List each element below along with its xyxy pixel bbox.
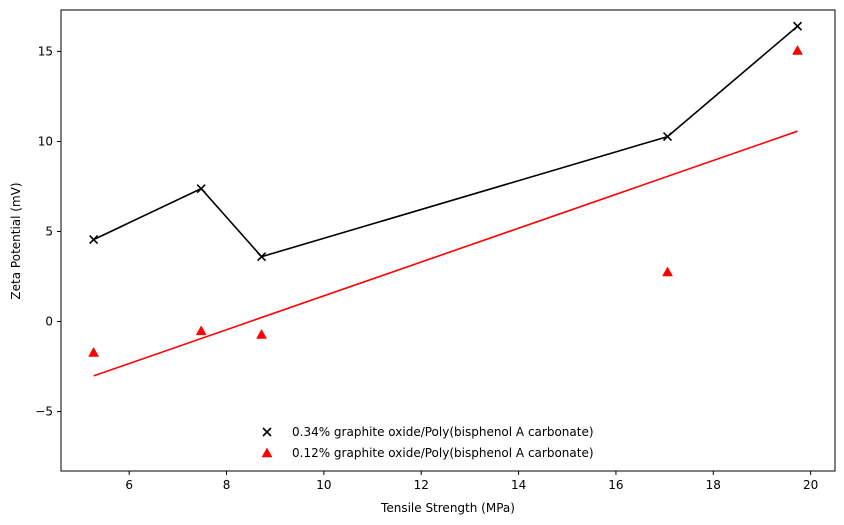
x-tick-label: 12 (414, 478, 429, 492)
plot-area (61, 10, 835, 471)
x-tick-label: 10 (316, 478, 331, 492)
x-tick-label: 20 (803, 478, 818, 492)
x-tick-label: 8 (223, 478, 231, 492)
x-axis-ticks: 6 8 10 12 14 16 18 20 (125, 471, 818, 492)
series-1-point (792, 21, 803, 31)
series-2-point (88, 346, 100, 357)
series-1-point (662, 132, 673, 142)
legend-marker-1 (262, 427, 272, 437)
series-1-point (196, 184, 206, 194)
y-tick-label: 0 (45, 315, 53, 329)
series-2-point (662, 266, 673, 277)
series-1-point (256, 252, 267, 262)
series-markers (88, 21, 803, 357)
legend-marker-2 (261, 447, 273, 458)
y-tick-label: 15 (38, 44, 53, 58)
x-tick-label: 6 (125, 478, 133, 492)
legend: 0.34% graphite oxide/Poly(bisphenol A ca… (261, 425, 594, 460)
y-tick-label: −5 (35, 405, 53, 419)
y-axis-label: Zeta Potential (mV) (9, 182, 23, 299)
series-1-point (89, 235, 99, 245)
x-tick-label: 14 (511, 478, 526, 492)
x-tick-label: 18 (706, 478, 721, 492)
y-axis-ticks: −5 0 5 10 15 (35, 44, 61, 419)
plot-frame (60, 9, 836, 472)
series-2-point (256, 328, 267, 339)
y-tick-label: 5 (45, 224, 53, 238)
y-tick-label: 10 (38, 134, 53, 148)
series-2-point (195, 325, 207, 336)
legend-label-2: 0.12% graphite oxide/Poly(bisphenol A ca… (292, 446, 594, 460)
series-2-line (93, 130, 798, 377)
x-axis-label: Tensile Strength (MPa) (380, 501, 515, 515)
legend-label-1: 0.34% graphite oxide/Poly(bisphenol A ca… (292, 425, 594, 439)
x-tick-label: 16 (608, 478, 623, 492)
series-2-point (792, 45, 803, 55)
